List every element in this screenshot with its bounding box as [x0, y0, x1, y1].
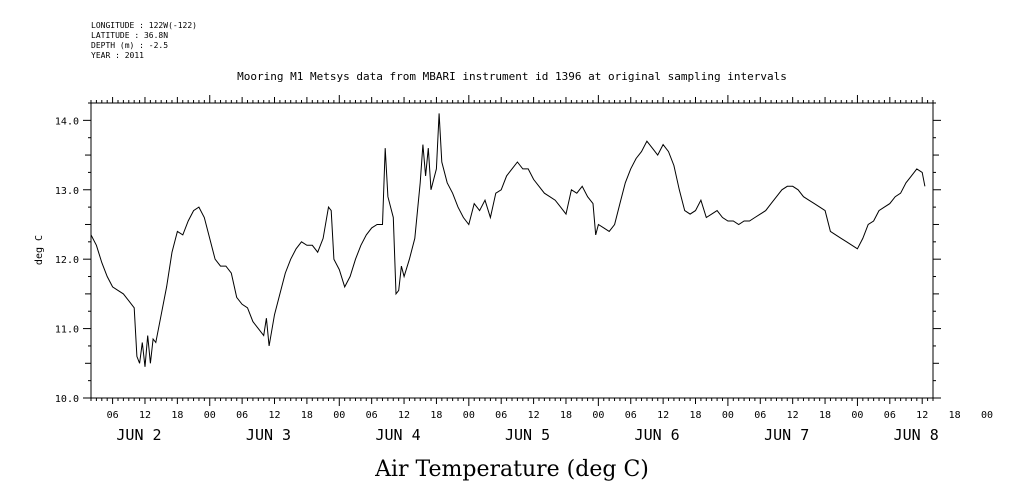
axis-ticks [83, 95, 941, 406]
day-label: JUN 8 [894, 426, 939, 444]
plot-frame [90, 102, 934, 399]
x-tick-label: 18 [301, 410, 313, 421]
x-tick-label: 12 [916, 410, 928, 421]
day-label: JUN 6 [635, 426, 680, 444]
y-tick-labels: 10.0 11.0 12.0 13.0 14.0 [55, 116, 79, 405]
y-axis-label: deg C [34, 235, 45, 265]
chart-title: Mooring M1 Metsys data from MBARI instru… [237, 70, 787, 83]
x-tick-label: 12 [398, 410, 410, 421]
depth-label: DEPTH (m) : -2.5 [91, 41, 169, 50]
longitude-label: LONGITUDE : 122W(-122) [91, 21, 197, 30]
day-label: JUN 7 [764, 426, 809, 444]
day-labels: JUN 2 JUN 3 JUN 4 JUN 5 JUN 6 JUN 7 JUN 8 [116, 426, 938, 444]
x-tick-label: 06 [884, 410, 896, 421]
x-tick-label: 18 [689, 410, 701, 421]
x-tick-label: 06 [107, 410, 119, 421]
day-label: JUN 2 [116, 426, 161, 444]
latitude-label: LATITUDE : 36.8N [91, 31, 169, 40]
day-label: JUN 4 [375, 426, 420, 444]
day-label: JUN 3 [246, 426, 291, 444]
x-tick-label: 18 [171, 410, 183, 421]
x-tick-labels: 06 12 18 00 06 12 18 00 06 12 18 00 06 12 18 00 06 12 18 00… [107, 410, 993, 421]
y-tick-label: 11.0 [55, 325, 79, 336]
x-tick-label: 06 [366, 410, 378, 421]
x-tick-label: 00 [981, 410, 993, 421]
station-metadata: LONGITUDE : 122W(-122) LATITUDE : 36.8N … [91, 21, 197, 61]
y-tick-label: 13.0 [55, 186, 79, 197]
x-tick-label: 00 [722, 410, 734, 421]
x-tick-label: 12 [787, 410, 799, 421]
bottom-title: Air Temperature (deg C) [374, 457, 649, 482]
temperature-series-line [90, 113, 926, 367]
x-tick-label: 12 [657, 410, 669, 421]
x-tick-label: 18 [560, 410, 572, 421]
x-tick-label: 00 [851, 410, 863, 421]
x-tick-label: 00 [463, 410, 475, 421]
x-tick-label: 12 [139, 410, 151, 421]
year-label: YEAR : 2011 [91, 51, 144, 60]
x-tick-label: 00 [204, 410, 216, 421]
x-tick-label: 06 [754, 410, 766, 421]
x-tick-label: 00 [333, 410, 345, 421]
x-tick-label: 18 [949, 410, 961, 421]
x-tick-label: 12 [268, 410, 280, 421]
x-tick-label: 06 [236, 410, 248, 421]
y-tick-label: 10.0 [55, 394, 79, 405]
y-tick-label: 12.0 [55, 255, 79, 266]
x-tick-label: 12 [528, 410, 540, 421]
x-tick-label: 06 [495, 410, 507, 421]
y-tick-label: 14.0 [55, 116, 79, 127]
day-label: JUN 5 [505, 426, 550, 444]
x-tick-label: 18 [819, 410, 831, 421]
x-tick-label: 06 [625, 410, 637, 421]
x-tick-label: 00 [592, 410, 604, 421]
x-tick-label: 18 [430, 410, 442, 421]
